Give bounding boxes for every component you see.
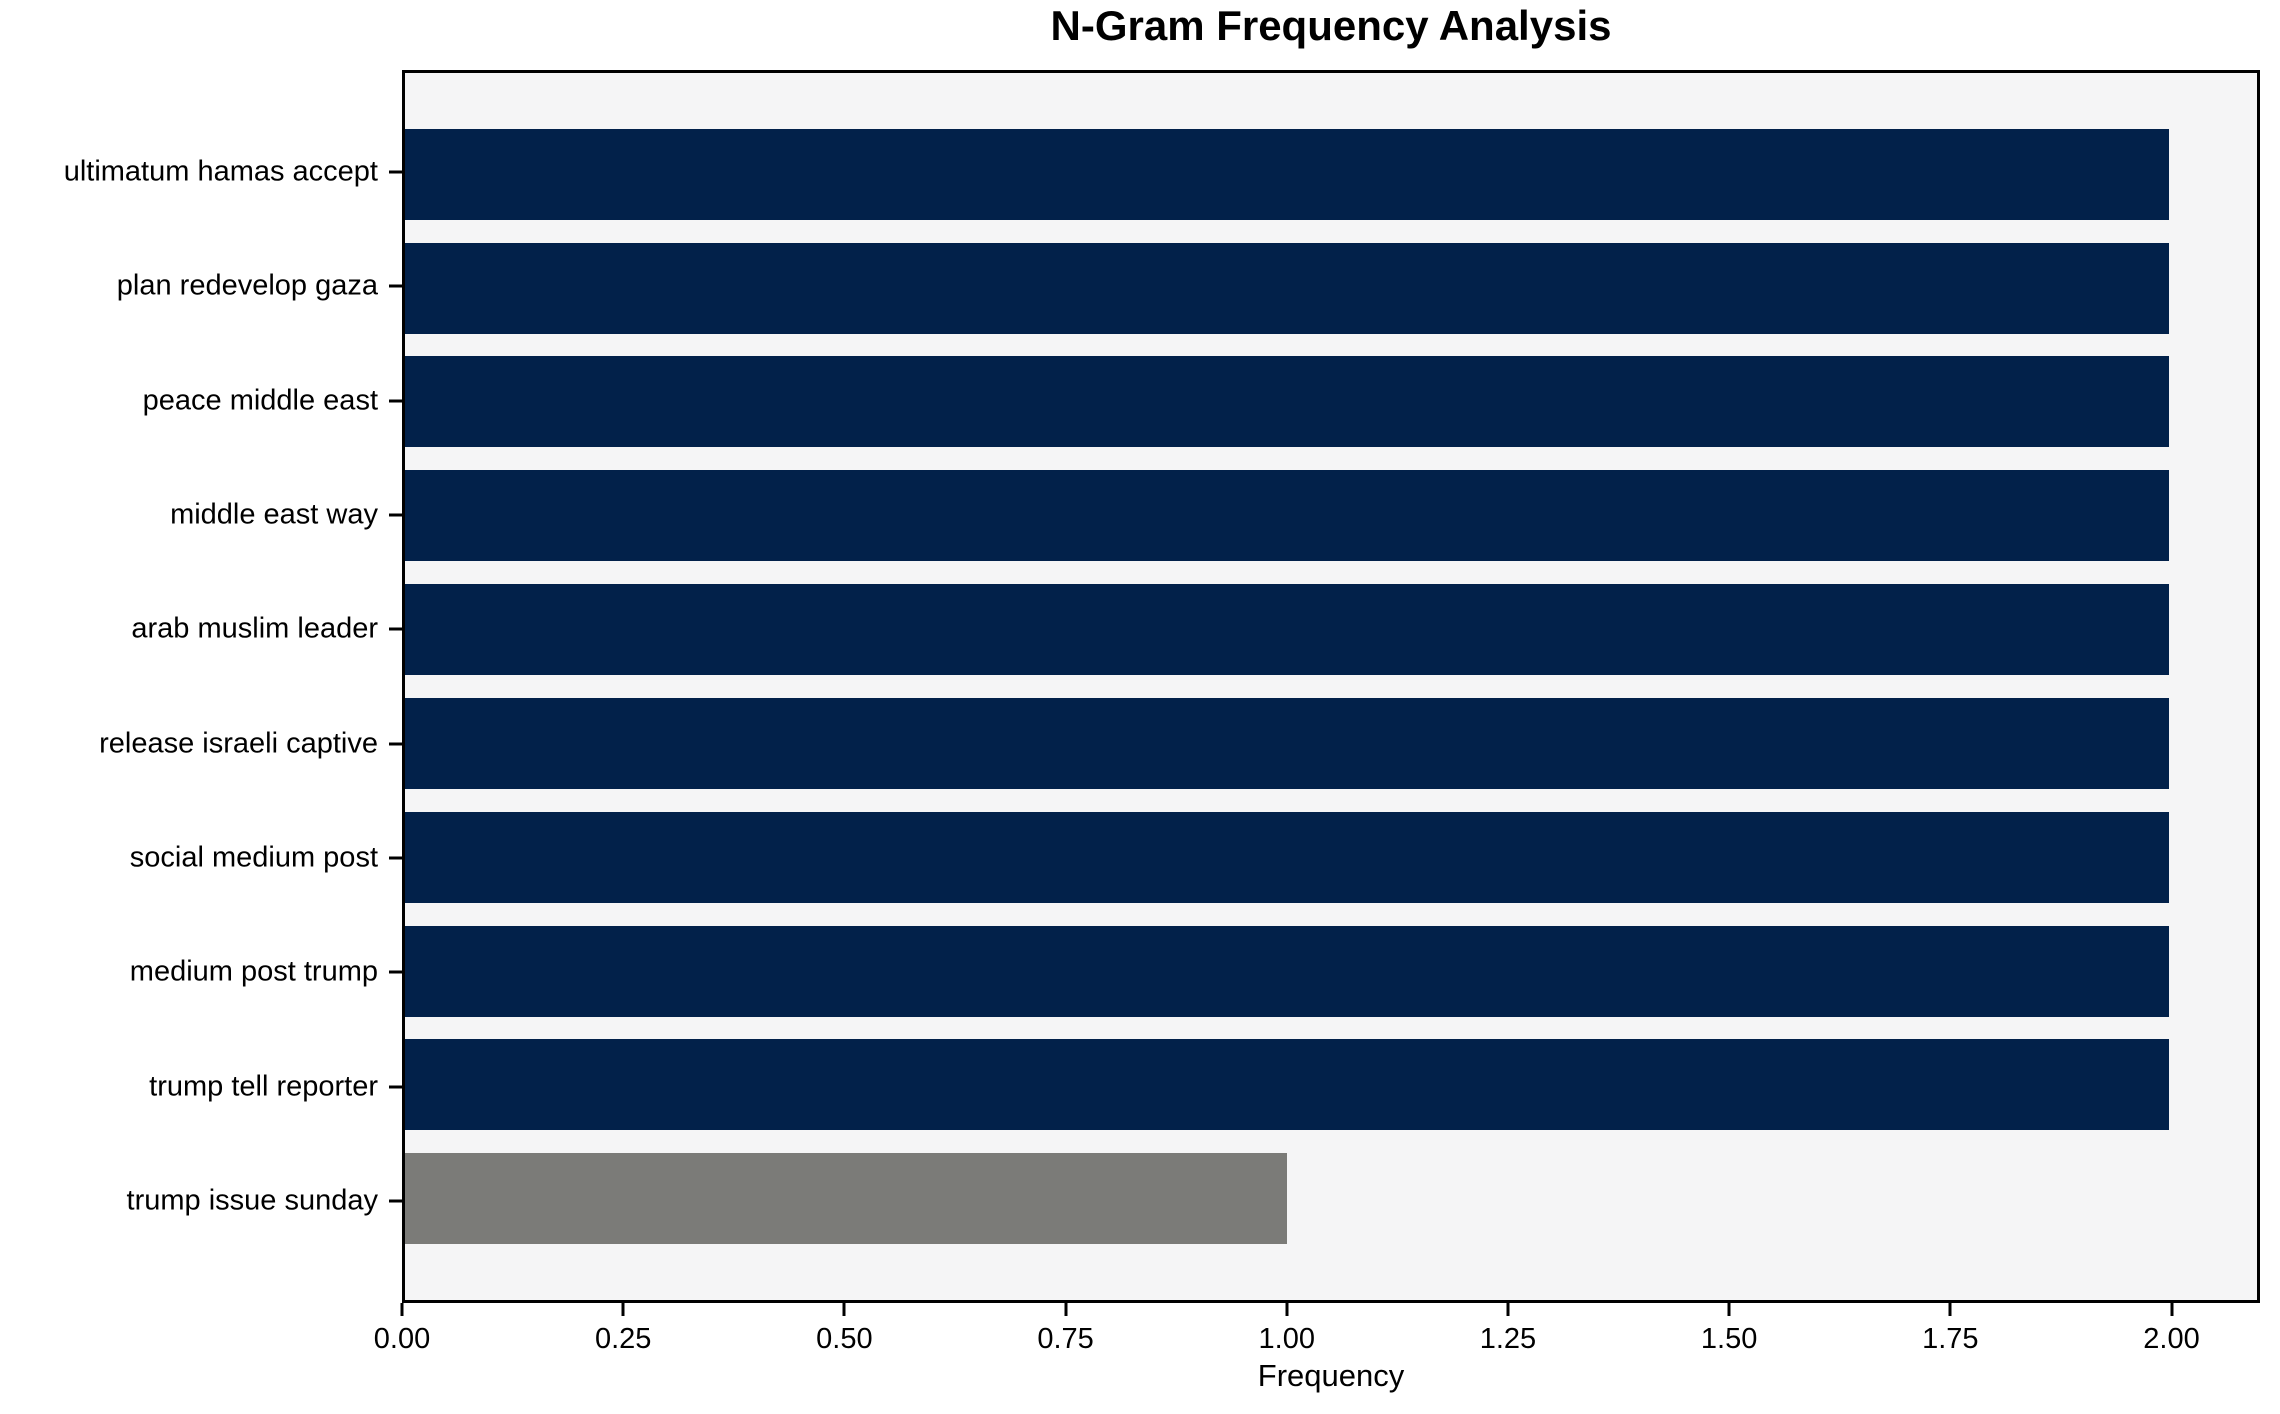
plot-area (402, 70, 2260, 1303)
y-tick-label: trump tell reporter (149, 1070, 378, 1103)
y-tick-label: medium post trump (129, 955, 378, 988)
bar (405, 584, 2169, 676)
y-tick-mark (389, 627, 402, 631)
x-axis: 0.00 0.25 0.50 0.75 1.00 1.25 1.50 1.75 2.00 (374, 1303, 2260, 1383)
y-tick-mark (389, 1199, 402, 1203)
x-tick-label: 1.75 (1922, 1323, 1979, 1355)
y-tick-label: middle east way (170, 498, 378, 531)
bar (405, 470, 2169, 562)
x-tick-mark (1064, 1303, 1068, 1316)
y-axis: ultimatum hamas accept plan redevelop gaz… (0, 70, 402, 1303)
x-tick-label: 0.75 (1037, 1323, 1094, 1355)
y-tick-label: social medium post (129, 841, 378, 874)
y-tick-label: arab muslim leader (131, 612, 378, 645)
x-tick-mark (1727, 1303, 1731, 1316)
x-tick-label: 2.00 (2143, 1323, 2200, 1355)
y-tick-mark (389, 856, 402, 860)
x-tick-mark (2170, 1303, 2174, 1316)
x-tick-mark (400, 1303, 404, 1316)
bar (405, 925, 2169, 1017)
bar (405, 697, 2169, 789)
x-tick-mark (1948, 1303, 1952, 1316)
y-tick-mark (389, 170, 402, 174)
y-tick-label: plan redevelop gaza (116, 269, 378, 302)
x-tick-label: 0.25 (594, 1323, 652, 1355)
x-tick-label: 0.00 (373, 1323, 431, 1355)
x-tick-label: 1.25 (1479, 1323, 1537, 1355)
bar (405, 1039, 2169, 1131)
chart-title: N-Gram Frequency Analysis (1050, 2, 1612, 49)
y-tick-label: trump issue sunday (126, 1184, 378, 1217)
y-tick-mark (389, 1085, 402, 1089)
y-tick-mark (389, 970, 402, 974)
y-tick-mark (389, 284, 402, 288)
x-tick-label: 1.50 (1700, 1323, 1758, 1355)
bar (405, 128, 2169, 220)
y-tick-mark (389, 399, 402, 403)
bar (405, 1153, 1287, 1245)
y-tick-label: release israeli captive (99, 727, 378, 760)
y-tick-mark (389, 742, 402, 746)
x-tick-mark (621, 1303, 625, 1316)
x-tick-label: 0.50 (816, 1323, 873, 1355)
x-tick-mark (842, 1303, 846, 1316)
y-tick-label: peace middle east (142, 384, 378, 417)
bar (405, 242, 2169, 334)
y-tick-mark (389, 513, 402, 517)
x-axis-title: Frequency (1257, 1358, 1405, 1393)
x-tick-mark (1285, 1303, 1289, 1316)
x-tick-mark (1506, 1303, 1510, 1316)
bar (405, 356, 2169, 448)
x-tick-label: 1.00 (1258, 1323, 1315, 1355)
bar (405, 811, 2169, 903)
y-tick-label: ultimatum hamas accept (63, 155, 378, 188)
